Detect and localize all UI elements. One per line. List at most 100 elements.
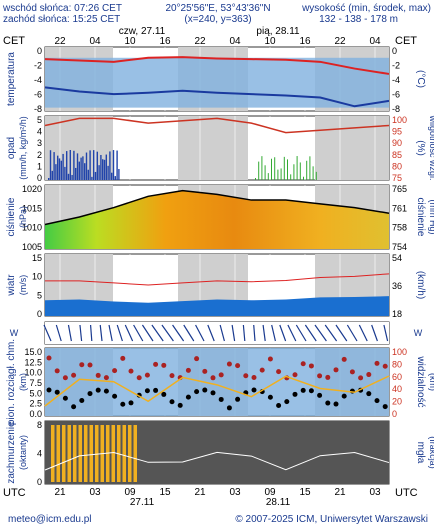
- bottom-hour-6: 09: [264, 487, 276, 498]
- snow-bar: [271, 158, 272, 180]
- top-hour-2: 10: [124, 36, 136, 47]
- rain-bar: [96, 151, 98, 180]
- bottom-hour-3: 15: [159, 487, 171, 498]
- cloud-top-dot: [341, 393, 347, 399]
- cloud-base-dot: [235, 363, 241, 369]
- cloud-top-dot: [161, 391, 167, 397]
- bottom-hour-4: 21: [194, 487, 206, 498]
- wind-arrow: [55, 324, 62, 342]
- y2-axis-unit: wilgotność wzgl.: [428, 114, 434, 180]
- y-tick: 12.5: [24, 357, 42, 367]
- y-tick: 0: [37, 477, 42, 487]
- bottom-hour-1: 03: [89, 487, 101, 498]
- y2-axis-label: (°C): [415, 70, 426, 88]
- top-hour-4: 22: [194, 36, 206, 47]
- wind-arrow: [183, 324, 195, 342]
- snow-bar: [280, 168, 282, 180]
- rain-bar: [58, 158, 61, 180]
- wind-arrow: [304, 324, 317, 342]
- rain-bar: [55, 164, 57, 180]
- y-tick: 7.5: [29, 378, 42, 388]
- y-tick: 10: [32, 272, 42, 282]
- y-tick: 1015: [22, 203, 42, 213]
- rain-bar: [80, 157, 82, 180]
- top-tz: CET: [3, 35, 25, 47]
- wind-arrow: [371, 324, 378, 342]
- cloud-top-dot: [87, 391, 93, 397]
- top-hour-1: 04: [89, 36, 101, 47]
- wind-arrow: [207, 324, 215, 342]
- wind-arrow: [295, 324, 307, 342]
- cloud-base-dot: [95, 372, 101, 378]
- rain-bar: [93, 150, 95, 180]
- wind-arrow: [358, 324, 368, 342]
- cloud-base-dot: [46, 355, 52, 361]
- y-tick: -8: [34, 104, 42, 114]
- cloud-top-dot: [169, 399, 175, 405]
- y-axis-label: temperatura: [6, 52, 17, 106]
- temp-band: [45, 57, 389, 108]
- panel-cloud_cover: 8 4 0 zachmurzenie (oktanty) mgła (frakcja): [6, 420, 434, 487]
- cloud-top-dot: [276, 403, 282, 409]
- sunrise-label: wschód słońca: 07:26 CET: [2, 3, 122, 14]
- cloud-base-dot: [128, 368, 134, 374]
- rain-bar: [78, 161, 80, 180]
- wind-arrow: [383, 324, 389, 342]
- rain-bar: [76, 153, 79, 180]
- y-tick: 0.0: [29, 409, 42, 419]
- rain-bar: [66, 151, 68, 180]
- footer-copyright: © 2007-2025 ICM, Uniwersytet Warszawski: [235, 514, 428, 525]
- snow-bar: [315, 171, 317, 180]
- y-tick: 1020: [22, 184, 42, 194]
- y-tick: 1: [37, 161, 42, 171]
- cloud-top-dot: [317, 392, 323, 398]
- y2-tick: 761: [392, 203, 407, 213]
- y2-axis-unit: (km): [428, 373, 434, 391]
- cloud-top-dot: [382, 404, 388, 410]
- wind-arrow: [335, 324, 348, 342]
- y-tick: 3: [37, 138, 42, 148]
- bottom-tz-right: UTC: [395, 487, 418, 499]
- wind-arrow: [141, 324, 154, 342]
- snow-bar: [255, 178, 256, 180]
- rain-bar: [116, 150, 118, 180]
- footer-email[interactable]: meteo@icm.edu.pl: [8, 514, 92, 525]
- y2-tick: 754: [392, 242, 407, 252]
- rain-bar: [60, 160, 62, 180]
- wind-arrow: [79, 324, 83, 342]
- wind-arrow: [172, 324, 185, 342]
- snow-bar: [277, 169, 279, 180]
- y2-tick: 54: [392, 253, 402, 263]
- wind-arrow: [151, 324, 164, 342]
- top-hour-0: 22: [54, 36, 66, 47]
- y2-tick: 765: [392, 184, 407, 194]
- y2-tick: 75: [392, 173, 402, 183]
- cloud-bar: [78, 425, 82, 482]
- fog-line: [44, 451, 390, 471]
- y2-tick: 85: [392, 150, 402, 160]
- wind-arrow: [43, 324, 52, 342]
- top-hour-7: 16: [299, 36, 311, 47]
- cloud-base-dot: [87, 362, 93, 368]
- panel-wind: 15 10 5 0 54 36 18 wiatr (m/s) (km/h): [6, 253, 426, 319]
- snow-bar: [306, 160, 308, 180]
- rain-bar: [107, 165, 109, 180]
- wind-arrow: [67, 324, 72, 342]
- cloud-bar: [67, 425, 71, 482]
- y-tick: 5: [37, 115, 42, 125]
- cloud-base-dot: [112, 368, 118, 374]
- rain-bar: [62, 153, 64, 180]
- rain-bar: [103, 159, 106, 180]
- y2-tick: 40: [392, 384, 402, 394]
- compass-left: W: [10, 328, 19, 338]
- top-tz-right: CET: [395, 35, 417, 47]
- snow-bar: [290, 174, 292, 180]
- y2-tick: 80: [392, 359, 402, 369]
- rain-bar: [114, 176, 116, 180]
- y2-tick: 90: [392, 138, 402, 148]
- cloud-base-dot: [300, 361, 306, 367]
- cloud-top-dot: [366, 391, 372, 397]
- cloud-base-dot: [202, 368, 208, 374]
- cloud-bar: [133, 425, 137, 482]
